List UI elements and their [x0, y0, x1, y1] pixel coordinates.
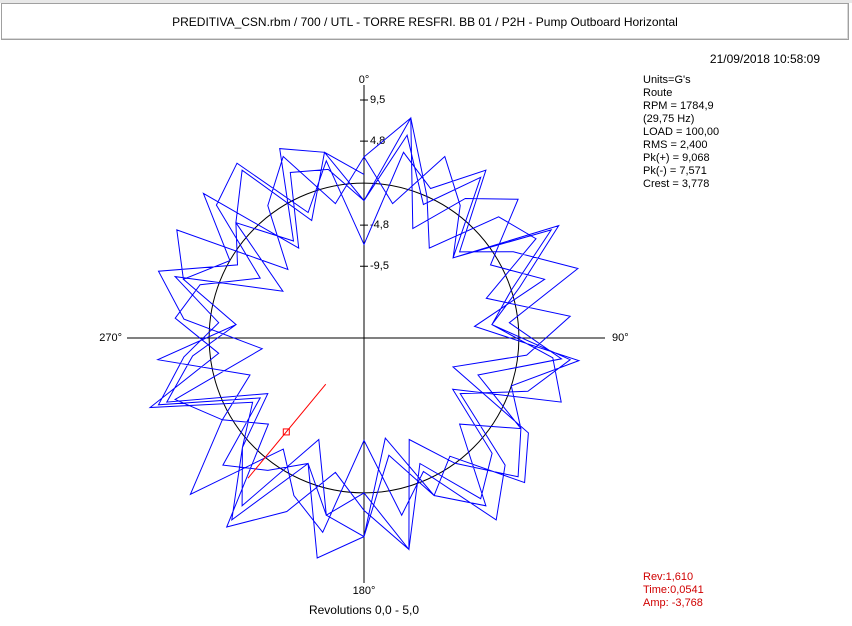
info-line: Pk(-) = 7,571	[643, 165, 707, 177]
cursor-line	[247, 383, 327, 479]
r-tick-label: 9,5	[370, 94, 385, 106]
top-strip	[0, 0, 852, 3]
info-line: RPM = 1784,9	[643, 100, 714, 112]
info-line: RMS = 2,400	[643, 139, 708, 151]
info-line: Units=G's	[643, 74, 691, 86]
info-line: Crest = 3,778	[643, 178, 709, 190]
info-line: Pk(+) = 9,068	[643, 152, 710, 164]
cursor-amp: Amp: -3,768	[643, 597, 703, 609]
waveform	[148, 116, 581, 559]
timestamp: 21/09/2018 10:58:09	[710, 52, 820, 66]
angle-label: 90°	[612, 332, 629, 344]
cursor-rev: Rev:1,610	[643, 571, 693, 583]
angle-label: 0°	[359, 74, 370, 86]
title-bar: PREDITIVA_CSN.rbm / 700 / UTL - TORRE RE…	[1, 3, 849, 40]
cursor-marker	[282, 428, 290, 436]
angle-label: 180°	[353, 585, 376, 597]
cursor-time: Time:0,0541	[643, 584, 704, 596]
r-tick-label: -9,5	[370, 260, 389, 272]
x-axis-label: Revolutions 0,0 - 5,0	[309, 603, 419, 617]
angle-label: 270°	[99, 332, 122, 344]
info-line: Route	[643, 87, 672, 99]
r-tick-label: 4,8	[370, 135, 385, 147]
info-line: LOAD = 100,00	[643, 126, 719, 138]
r-tick-label: -4,8	[370, 219, 389, 231]
info-line: (29,75 Hz)	[643, 113, 694, 125]
